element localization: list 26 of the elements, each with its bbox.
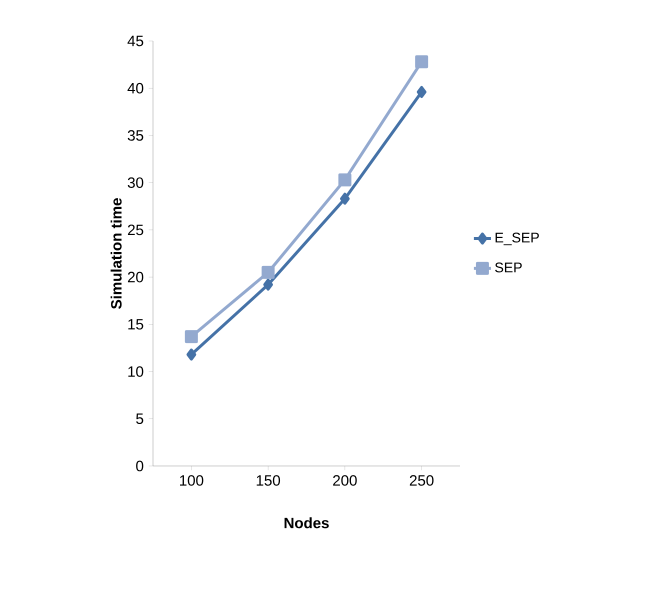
legend-label: E_SEP xyxy=(496,232,539,246)
y-tick-label: 45 xyxy=(128,36,144,46)
point xyxy=(262,266,275,279)
x-tick-label: 150 xyxy=(256,475,280,486)
point xyxy=(340,192,350,205)
y-tick-label: 15 xyxy=(128,319,144,330)
y-tick-label: 10 xyxy=(128,366,144,377)
y-tick-label: 35 xyxy=(128,130,144,141)
y-axis-title: Simulation time xyxy=(110,198,122,309)
point xyxy=(338,173,352,186)
point xyxy=(263,278,274,291)
point xyxy=(415,55,428,68)
x-tick-label: 200 xyxy=(333,475,357,486)
y-tick-label: 0 xyxy=(136,460,144,472)
y-tick-label: 25 xyxy=(128,224,144,236)
y-tick-label: 30 xyxy=(128,177,144,188)
legend-label: SEP xyxy=(495,262,522,272)
x-tick-label: 100 xyxy=(180,475,204,486)
y-tick-label: 5 xyxy=(136,414,144,424)
x-tick-label: 250 xyxy=(410,475,434,486)
x-axis-title: Nodes xyxy=(284,517,329,528)
y-tick-label: 20 xyxy=(128,272,144,282)
point xyxy=(416,86,426,98)
point xyxy=(184,330,198,344)
point xyxy=(186,348,196,361)
y-tick-label: 40 xyxy=(128,82,144,94)
